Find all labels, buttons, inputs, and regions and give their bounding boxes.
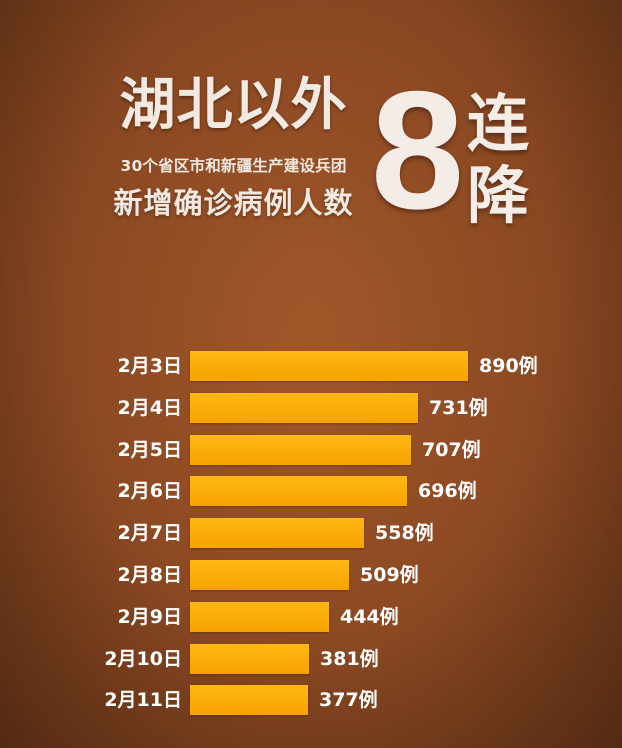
- value-label: 381例: [320, 647, 379, 670]
- bar-row: 2月5日 707例: [0, 434, 622, 466]
- category-label: 2月4日: [117, 396, 182, 419]
- bar-row: 2月7日 558例: [0, 517, 622, 549]
- bar-row: 2月11日 377例: [0, 684, 622, 716]
- bar: [190, 643, 309, 674]
- bar: [190, 392, 418, 423]
- value-label: 696例: [418, 480, 477, 503]
- bar-row: 2月9日 444例: [0, 601, 622, 633]
- category-label: 2月6日: [117, 480, 182, 503]
- bar: [190, 476, 407, 507]
- value-label: 731例: [429, 396, 488, 419]
- category-label: 2月9日: [117, 605, 182, 628]
- bar: [190, 560, 349, 590]
- streak-label: 连 降: [458, 88, 538, 232]
- value-label: 707例: [422, 438, 481, 461]
- headline-title: 湖北以外: [119, 73, 348, 138]
- bar: [190, 434, 411, 465]
- bar: [190, 518, 364, 549]
- streak-char-1: 连: [466, 87, 529, 160]
- bar-row: 2月4日 731例: [0, 392, 622, 424]
- bar-chart: 2月3日 890例 2月4日 731例 2月5日 707例 2月6日 696例 2月7日 558例…: [0, 340, 622, 740]
- bar-row: 2月10日 381例: [0, 643, 622, 675]
- bar-row: 2月8日 509例: [0, 559, 622, 591]
- value-label: 444例: [340, 605, 399, 628]
- header: 湖北以外 30个省区市和新疆生产建设兵团 新增确诊病例人数 8 连 降: [0, 0, 622, 300]
- category-label: 2月10日: [104, 647, 182, 670]
- value-label: 377例: [319, 689, 378, 712]
- category-label: 2月3日: [117, 355, 182, 377]
- headline-metric: 新增确诊病例人数: [113, 186, 354, 220]
- bar-row: 2月3日 890例: [0, 350, 622, 382]
- headline-subtitle: 30个省区市和新疆生产建设兵团: [120, 157, 347, 175]
- bar: [190, 601, 329, 632]
- value-label: 509例: [360, 564, 419, 586]
- category-label: 2月11日: [104, 689, 182, 712]
- bar: [190, 685, 308, 716]
- category-label: 2月7日: [117, 522, 182, 545]
- value-label: 890例: [479, 355, 538, 377]
- category-label: 2月8日: [117, 564, 182, 586]
- value-label: 558例: [375, 522, 434, 545]
- streak-count: 8: [370, 56, 465, 244]
- bar: [190, 351, 468, 381]
- streak-char-2: 降: [466, 159, 529, 232]
- category-label: 2月5日: [117, 438, 182, 461]
- bar-row: 2月6日 696例: [0, 475, 622, 507]
